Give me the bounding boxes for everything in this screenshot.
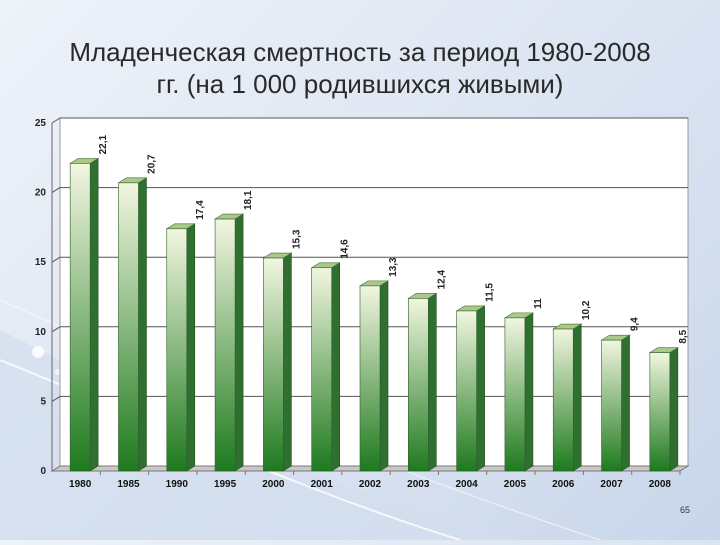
- gridline-side: [51, 326, 61, 333]
- bar: [311, 267, 332, 472]
- bar: [504, 317, 526, 472]
- data-label: 14,6: [340, 239, 351, 259]
- data-label: 8,5: [678, 329, 689, 343]
- bar: [118, 182, 139, 472]
- y-tick-label: 25: [35, 118, 47, 129]
- x-tick-label: 2003: [407, 479, 430, 490]
- y-tick-label: 20: [35, 188, 47, 199]
- gridline-side: [51, 117, 61, 124]
- bar-chart: 0 5 10 15 20 25 22,1 1980 20,7 1985 17,4 1990 18,1 19…: [0, 104, 720, 540]
- x-tick-label: 1980: [69, 479, 92, 490]
- data-label: 15,3: [291, 229, 302, 249]
- x-tick-label: 2008: [649, 479, 672, 490]
- y-tick-label: 0: [40, 466, 46, 477]
- x-tick-label: 2004: [455, 479, 478, 490]
- bar-side: [572, 323, 582, 472]
- y-tick-label: 10: [35, 327, 47, 338]
- bar-side: [89, 157, 99, 472]
- bar: [408, 298, 429, 472]
- bar-side: [476, 305, 485, 472]
- x-tick-label: 2005: [504, 479, 527, 490]
- x-tick-label: 1995: [214, 479, 237, 490]
- slide-title: Младенческая смертность за период 1980-2…: [20, 36, 700, 100]
- bar-side: [524, 312, 534, 472]
- slide-title-line-2: гг. (на 1 000 родившихся живыми): [156, 69, 564, 99]
- bar: [601, 339, 622, 472]
- gridline-side: [51, 256, 61, 263]
- bar-side: [379, 280, 389, 472]
- data-label: 17,4: [195, 200, 206, 220]
- x-tick-label: 2000: [262, 479, 285, 490]
- x-tick-label: 2001: [311, 479, 334, 490]
- bar: [456, 310, 477, 472]
- bar: [359, 285, 381, 472]
- slide-title-line-1: Младенческая смертность за период 1980-2…: [69, 37, 651, 67]
- data-label: 12,4: [436, 269, 447, 289]
- bar-side: [669, 347, 679, 472]
- x-tick-label: 2002: [359, 479, 382, 490]
- bar: [214, 218, 236, 472]
- x-tick-label: 2006: [552, 479, 575, 490]
- gridline-side: [51, 187, 61, 194]
- bar: [166, 228, 188, 472]
- bar: [552, 328, 574, 472]
- data-label: 10,2: [581, 300, 592, 320]
- bar-side: [621, 334, 630, 472]
- x-tick-label: 1990: [166, 479, 189, 490]
- data-label: 18,1: [243, 190, 254, 210]
- bar-side: [331, 262, 340, 472]
- data-label: 20,7: [146, 154, 157, 174]
- bar-side: [186, 223, 196, 472]
- data-label: 9,4: [630, 317, 641, 331]
- bar-side: [283, 252, 292, 472]
- bar-side: [428, 292, 437, 472]
- y-tick-label: 5: [40, 396, 46, 407]
- data-label: 11: [533, 298, 544, 309]
- bar-side: [234, 213, 244, 472]
- data-label: 22,1: [98, 134, 109, 154]
- bar: [263, 257, 284, 472]
- bar: [649, 352, 671, 472]
- y-tick-label: 15: [35, 257, 47, 268]
- bar-chart-svg: 0 5 10 15 20 25 22,1 1980 20,7 1985 17,4 1990 18,1 19…: [35, 117, 690, 490]
- x-tick-label: 2007: [600, 479, 623, 490]
- page-number: 65: [679, 505, 690, 515]
- x-tick-label: 1985: [117, 479, 140, 490]
- bar: [69, 163, 91, 472]
- gridline-side: [51, 395, 61, 402]
- bar-side: [138, 177, 147, 472]
- data-label: 11,5: [485, 283, 496, 302]
- data-label: 13,3: [388, 257, 399, 277]
